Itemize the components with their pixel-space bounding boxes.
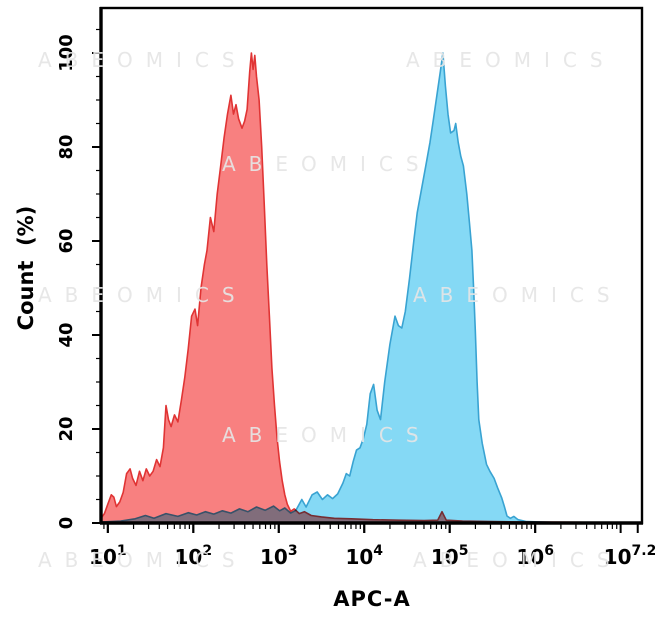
- y-tick-label: 100: [56, 34, 77, 72]
- x-axis-ticks: [103, 524, 639, 533]
- x-axis-title: APC-A: [333, 587, 411, 611]
- y-tick-label: 60: [56, 228, 77, 253]
- blue-histogram-area: [101, 52, 642, 523]
- y-tick-label: 40: [56, 322, 77, 347]
- x-tick-label: 101: [89, 543, 127, 569]
- x-tick-label: 104: [345, 543, 383, 569]
- y-tick-label: 20: [56, 416, 77, 441]
- x-tick-label: 106: [516, 543, 554, 569]
- x-tick-label: 102: [175, 543, 213, 569]
- y-tick-label: 0: [56, 517, 77, 530]
- x-tick-label: 107.2: [604, 543, 655, 569]
- histogram-series-group: [101, 52, 642, 523]
- x-tick-label: 105: [431, 543, 469, 569]
- y-axis-ticks: [92, 28, 100, 524]
- y-tick-label: 80: [56, 134, 77, 159]
- y-axis-title: Count (%): [14, 205, 38, 331]
- x-tick-label: 103: [260, 543, 298, 569]
